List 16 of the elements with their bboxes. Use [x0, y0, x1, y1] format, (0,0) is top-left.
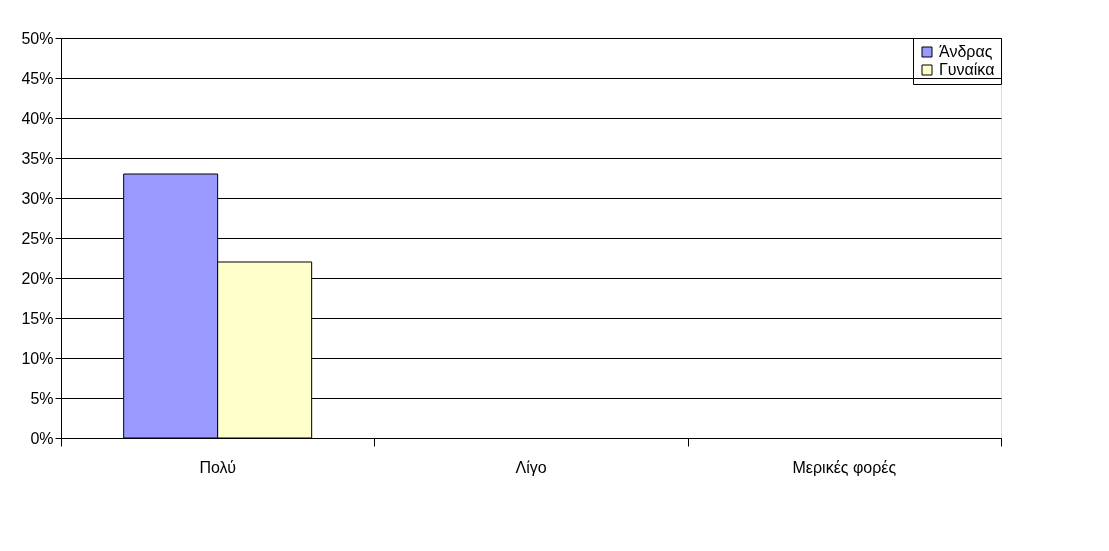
x-tick-label: Πολύ: [199, 459, 236, 476]
y-tick-label: 30%: [21, 189, 54, 207]
y-tick-label: 0%: [30, 429, 54, 447]
y-tick-label: 35%: [21, 149, 54, 167]
y-tick-label: 20%: [21, 269, 54, 287]
legend-label: Γυναίκα: [939, 61, 995, 78]
legend-label: Άνδρας: [939, 43, 993, 60]
x-tick-label: Λίγο: [515, 459, 547, 476]
y-tick-label: 25%: [21, 229, 54, 247]
y-tick-label: 45%: [21, 69, 54, 87]
y-tick-label: 50%: [21, 29, 54, 47]
x-tick-label: Μερικές φορές: [792, 459, 897, 476]
y-tick-label: 5%: [30, 389, 54, 407]
y-tick-label: 10%: [21, 349, 54, 367]
y-tick-label: 15%: [21, 309, 54, 327]
y-tick-label: 40%: [21, 109, 54, 127]
